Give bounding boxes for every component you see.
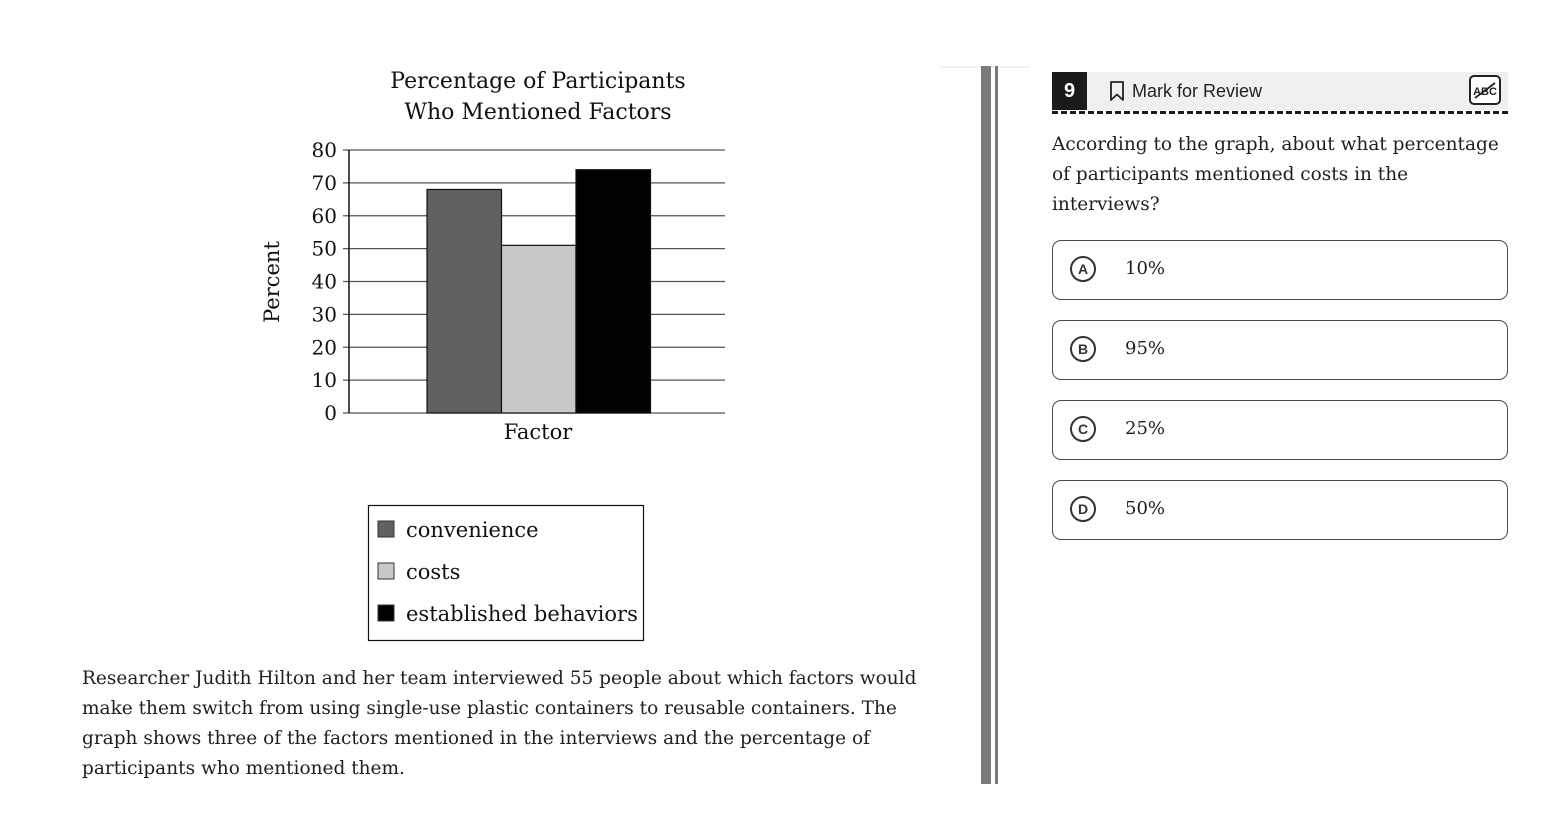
choice-letter-badge: D [1070,496,1096,522]
question-number: 9 [1052,72,1087,110]
choice-text: 10% [1125,258,1166,279]
divider-bar [981,66,991,784]
x-axis-label: Factor [504,420,574,444]
chart-legend: convenience costs established behaviors [367,504,645,642]
mark-for-review-button[interactable]: Mark for Review [1108,80,1262,102]
legend-label-convenience: convenience [406,518,539,542]
choice-text: 95% [1125,338,1166,359]
y-axis-ticks: 0 10 20 30 40 50 60 70 80 [312,138,337,425]
y-tick-label: 50 [312,237,337,261]
legend-swatch-costs [377,562,395,580]
legend-label-established-behaviors: established behaviors [406,602,638,626]
y-tick-label: 10 [312,368,337,392]
choice-letter-badge: A [1070,256,1096,282]
answer-eliminator-toggle[interactable]: ABC [1469,75,1501,105]
choice-text: 50% [1125,498,1166,519]
legend-label-costs: costs [406,560,460,584]
question-stem: According to the graph, about what perce… [1052,134,1499,215]
question-header: 9 Mark for Review ABC [1052,72,1508,114]
y-tick-label: 40 [312,270,337,294]
passage-pane: Percentage of Participants Who Mentioned… [82,69,917,779]
chart-title-line-1: Percentage of Participants [390,69,685,94]
bar-chart: Percentage of Participants Who Mentioned… [260,69,725,642]
y-tick-label: 30 [312,302,337,326]
bookmark-icon [1110,81,1124,101]
answer-choice-c[interactable]: C 25% [1052,400,1508,460]
bar-established-behaviors [575,169,652,414]
y-tick-label: 70 [312,171,337,195]
divider-bar [995,66,998,784]
bar-convenience [426,188,503,414]
bar-costs [500,244,577,414]
y-tick-label: 60 [312,204,337,228]
y-tick-label: 20 [312,335,337,359]
choice-letter-badge: C [1070,416,1096,442]
choice-text: 25% [1125,418,1166,439]
chart-bars [426,169,652,414]
choice-letter-badge: B [1070,336,1096,362]
answer-choice-b[interactable]: B 95% [1052,320,1508,380]
legend-box [367,504,645,642]
answer-choice-a[interactable]: A 10% [1052,240,1508,300]
chart-title-line-2: Who Mentioned Factors [404,100,671,125]
y-tick-label: 0 [324,401,337,425]
passage-text: Researcher Judith Hilton and her team in… [82,668,917,779]
y-tick-label: 80 [312,138,337,162]
abc-strikethrough-icon: ABC [1473,82,1497,99]
legend-swatch-established-behaviors [377,604,395,622]
pane-resize-handle[interactable] [981,66,1003,784]
legend-swatch-convenience [377,520,395,538]
mark-for-review-label: Mark for Review [1132,80,1263,101]
answer-choice-d[interactable]: D 50% [1052,480,1508,540]
y-axis-label: Percent [260,241,284,323]
